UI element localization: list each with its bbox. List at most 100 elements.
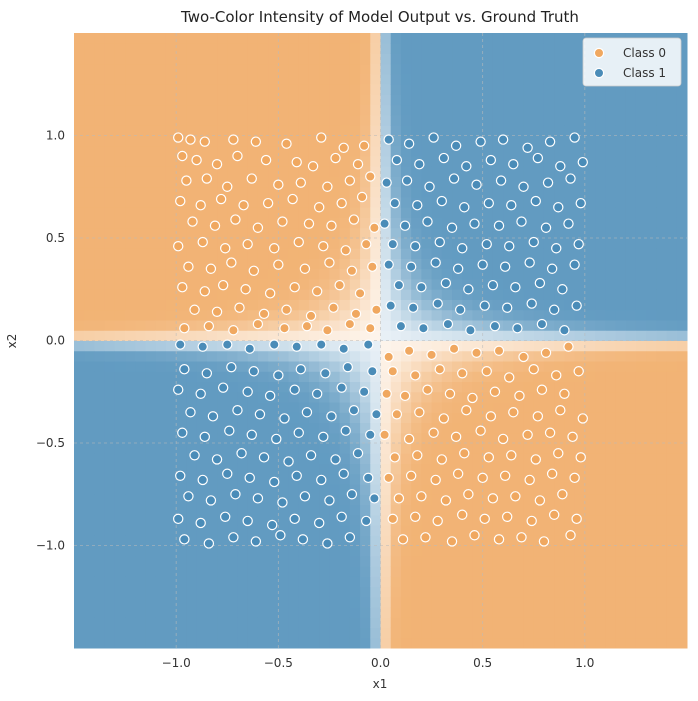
heatmap-cell (308, 268, 320, 280)
heatmap-cell (268, 33, 279, 44)
heatmap-cell (421, 135, 433, 147)
heatmap-cell (319, 596, 330, 608)
heatmap-cell (206, 555, 218, 567)
heatmap-cell (646, 289, 657, 300)
heatmap-cell (145, 217, 157, 229)
heatmap-cell (492, 391, 504, 403)
heatmap-cell (165, 227, 177, 239)
heatmap-cell (84, 135, 95, 147)
heatmap-cell (165, 484, 177, 495)
heatmap-cell (492, 514, 504, 526)
heatmap-cell (431, 422, 443, 434)
heatmap-cell (574, 145, 586, 157)
heatmap-cell (615, 432, 627, 444)
heatmap-cell (165, 525, 177, 536)
heatmap-cell (94, 617, 106, 628)
heatmap-cell (554, 453, 565, 464)
heatmap-cell (646, 514, 657, 526)
heatmap-cell (288, 453, 300, 464)
heatmap-cell (145, 156, 157, 167)
heatmap-cell (554, 422, 565, 434)
heatmap-cell (165, 33, 177, 44)
heatmap-cell (84, 309, 95, 321)
heatmap-cell (676, 617, 688, 628)
heatmap-cell (513, 94, 525, 106)
heatmap-cell (104, 115, 116, 126)
heatmap-cell (278, 545, 290, 557)
class-1-point (244, 472, 255, 484)
heatmap-cell (257, 473, 269, 485)
heatmap-cell (646, 453, 657, 464)
heatmap-cell (523, 320, 535, 331)
heatmap-cell (462, 586, 473, 598)
heatmap-cell (217, 453, 228, 464)
heatmap-cell (380, 412, 392, 423)
heatmap-cell (605, 115, 616, 126)
heatmap-cell (196, 74, 208, 85)
heatmap-cell (339, 607, 351, 618)
heatmap-cell (543, 596, 555, 608)
heatmap-cell (104, 381, 116, 393)
heatmap-cell (564, 268, 576, 280)
heatmap-cell (554, 463, 565, 475)
heatmap-cell (114, 350, 126, 362)
heatmap-cell (625, 84, 637, 95)
heatmap-cell (584, 217, 596, 229)
heatmap-cell (125, 637, 136, 649)
heatmap-cell (635, 412, 647, 423)
heatmap-cell (646, 371, 657, 382)
heatmap-cell (411, 566, 422, 577)
heatmap-cell (554, 535, 565, 546)
class-0-point (420, 532, 431, 543)
heatmap-cell (227, 268, 238, 280)
heatmap-cell (543, 473, 555, 485)
heatmap-cell (135, 402, 147, 413)
heatmap-cell (176, 125, 187, 136)
heatmap-cell (543, 586, 555, 598)
heatmap-cell (564, 350, 576, 362)
heatmap-cell (145, 145, 157, 157)
heatmap-cell (206, 361, 218, 372)
heatmap-cell (319, 504, 330, 516)
heatmap-cell (217, 473, 228, 485)
heatmap-cell (523, 361, 535, 372)
class-1-point (418, 323, 429, 334)
heatmap-cell (104, 279, 116, 290)
heatmap-cell (227, 350, 238, 362)
heatmap-cell (533, 186, 545, 198)
heatmap-cell (472, 268, 484, 280)
heatmap-cell (676, 217, 688, 229)
heatmap-cell (523, 74, 535, 85)
heatmap-cell (584, 371, 596, 382)
heatmap-cell (268, 115, 279, 126)
heatmap-cell (165, 504, 177, 516)
heatmap-cell (247, 156, 259, 167)
heatmap-cell (349, 494, 361, 505)
heatmap-cell (513, 309, 525, 321)
heatmap-cell (237, 63, 249, 75)
heatmap-cell (145, 463, 157, 475)
heatmap-cell (390, 115, 402, 126)
heatmap-cell (74, 350, 85, 362)
heatmap-cell (217, 53, 228, 65)
heatmap-cell (492, 227, 504, 239)
heatmap-cell (165, 145, 177, 157)
heatmap-cell (635, 555, 647, 567)
heatmap-cell (411, 279, 422, 290)
heatmap-cell (666, 607, 678, 618)
heatmap-cell (370, 125, 381, 136)
heatmap-cell (165, 176, 177, 188)
heatmap-cell (492, 299, 504, 311)
heatmap-cell (400, 156, 412, 167)
heatmap-cell (605, 156, 616, 167)
heatmap-cell (155, 125, 167, 136)
heatmap-cell (104, 186, 116, 198)
heatmap-cell (656, 197, 668, 208)
heatmap-cell (441, 299, 453, 311)
heatmap-cell (165, 596, 177, 608)
heatmap-cell (482, 391, 494, 403)
heatmap-cell (227, 74, 238, 85)
heatmap-cell (492, 145, 504, 157)
heatmap-cell (411, 350, 422, 362)
heatmap-cell (615, 350, 627, 362)
